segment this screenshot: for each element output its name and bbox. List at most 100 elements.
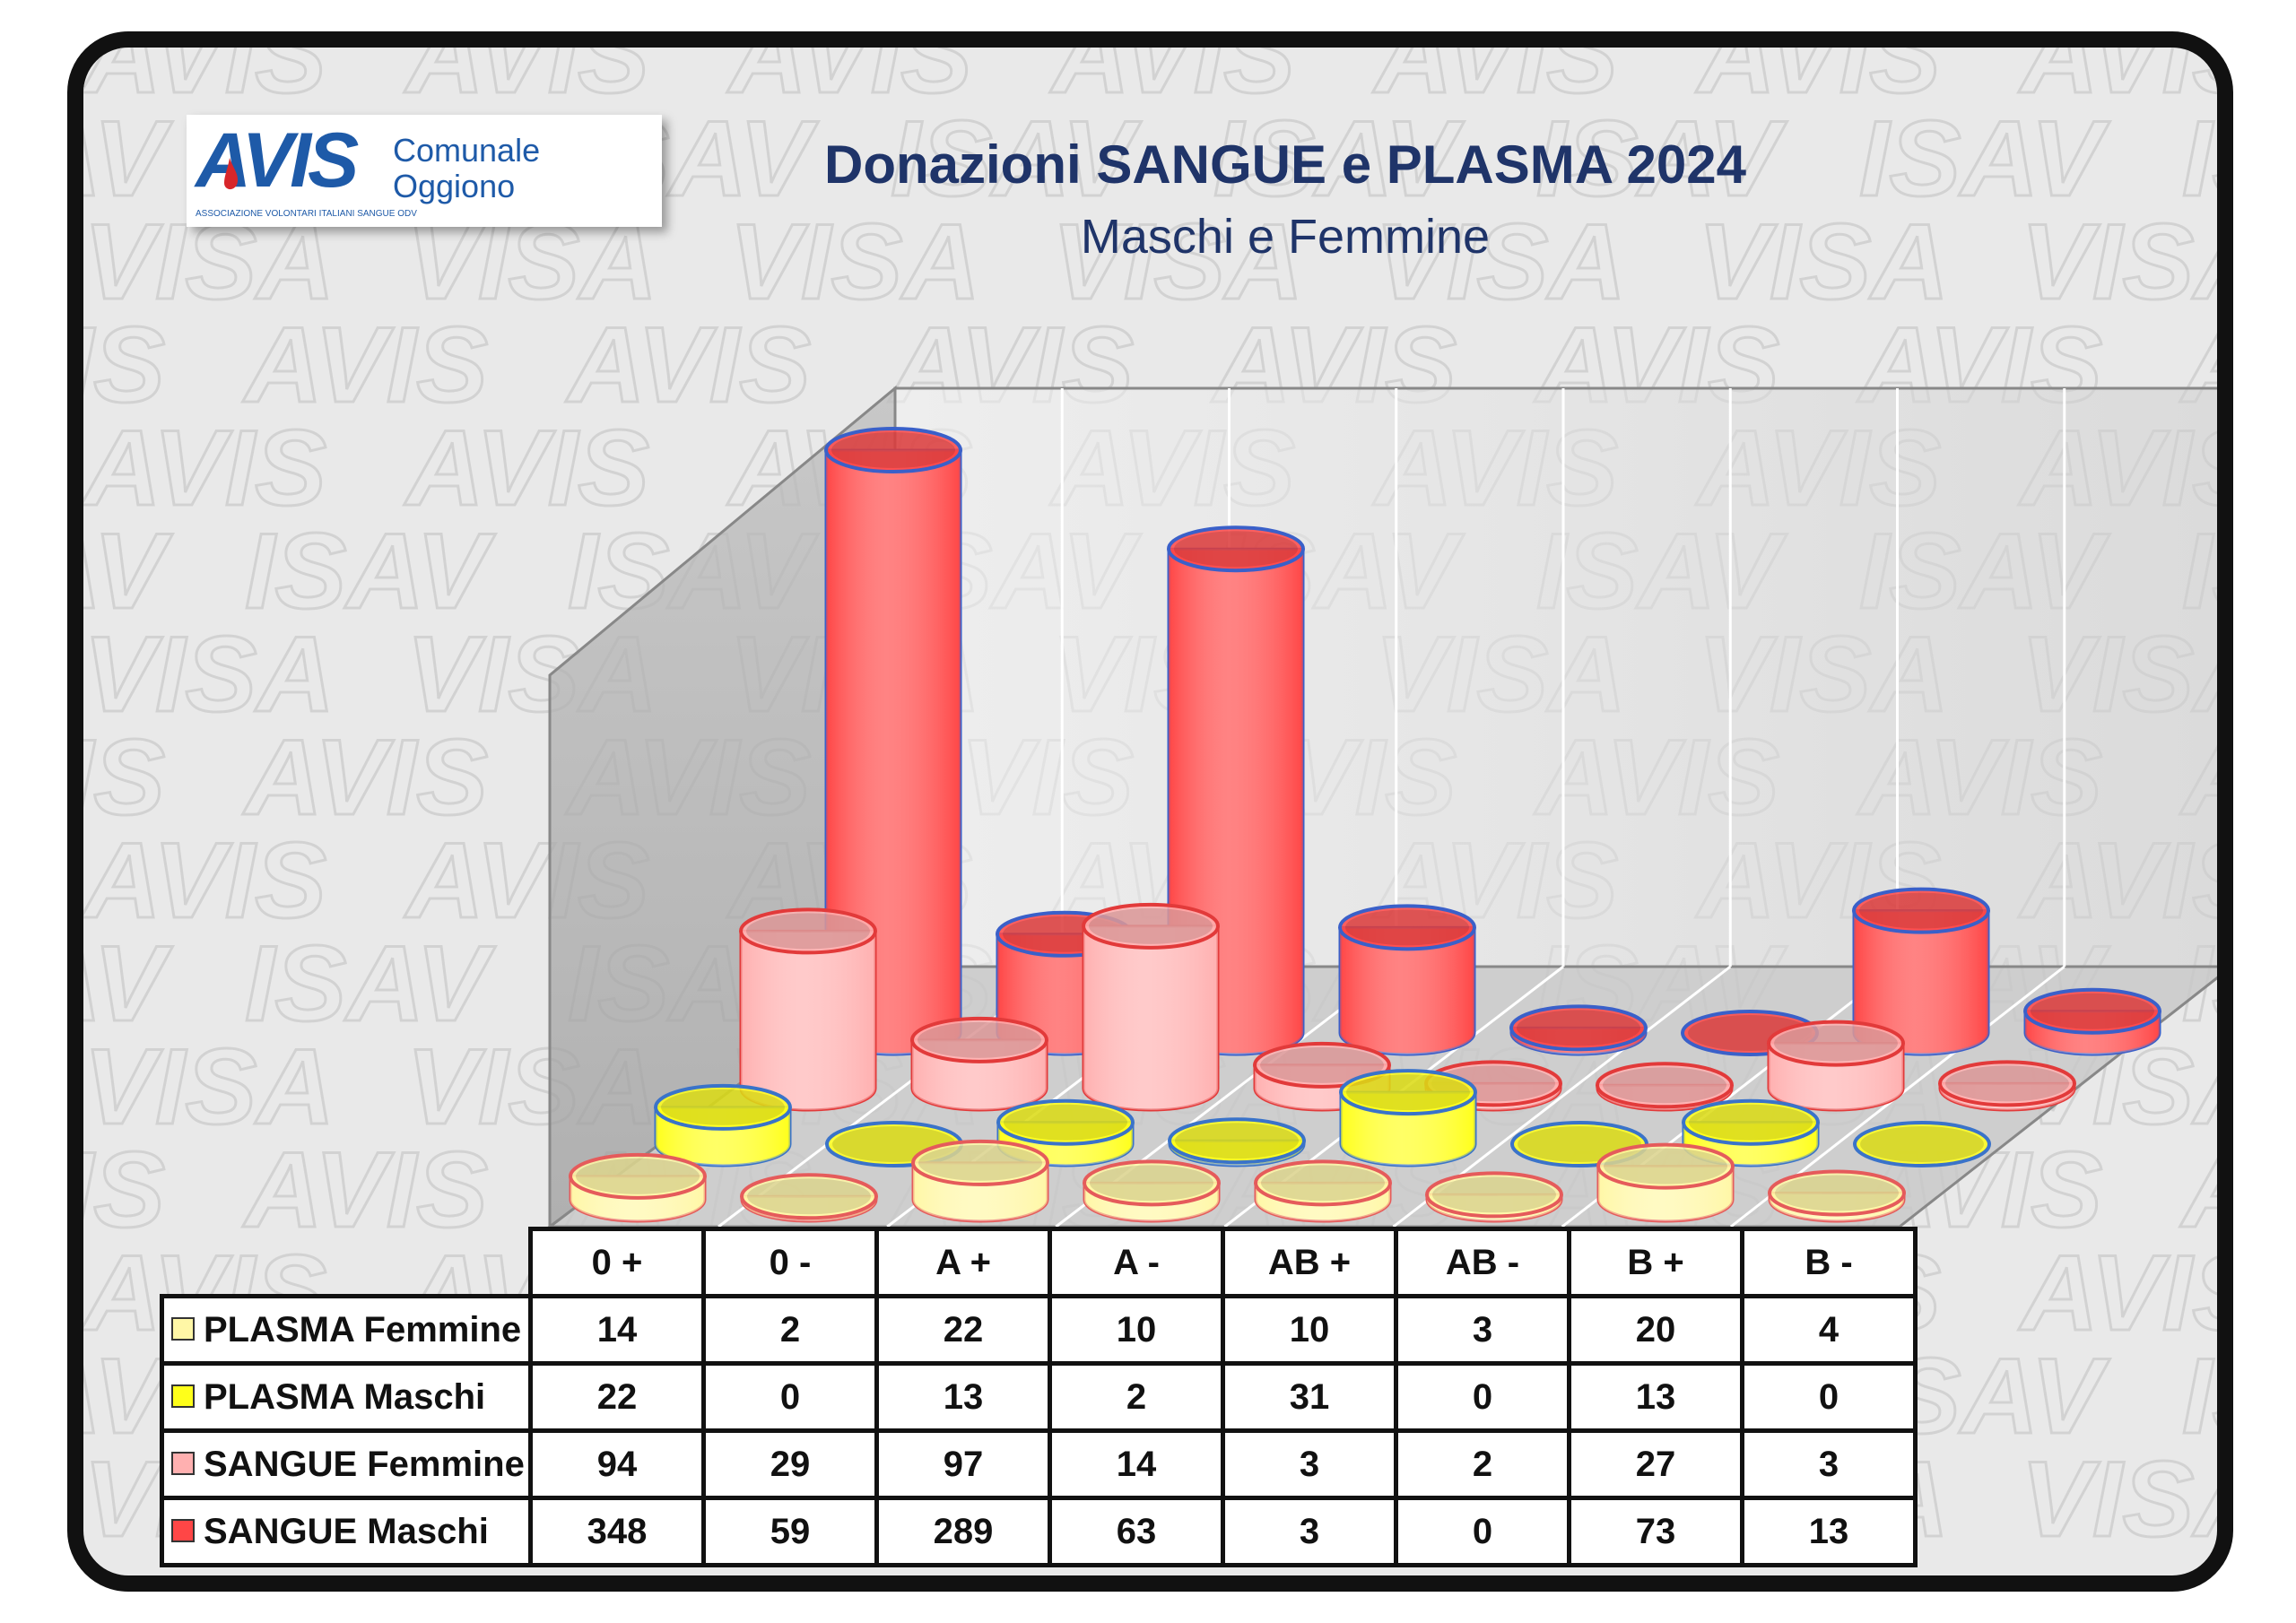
cylinder-top-shade	[1604, 1148, 1727, 1185]
watermark-text: ISAV	[2182, 1336, 2217, 1456]
cylinder-top	[2023, 987, 2161, 1035]
table-cell: 13	[1567, 1361, 1744, 1433]
cylinder-top-shade	[1089, 907, 1213, 944]
table-row: PLASMA Femmine 14 2 22 10 10 3 20 4	[160, 1294, 1918, 1366]
watermark-text: ISAV	[1536, 99, 1787, 219]
column-header: B -	[1740, 1227, 1918, 1298]
cylinder-top	[1852, 887, 1990, 934]
watermark-text: AVIS	[1372, 48, 1618, 116]
bar-plasma-femmine-Apos	[911, 1139, 1049, 1223]
column-header: 0 +	[528, 1227, 706, 1298]
table-cell: 13	[1740, 1496, 1918, 1567]
table-cell: 73	[1567, 1496, 1744, 1567]
column-header: 0 -	[701, 1227, 879, 1298]
watermark-text: AVIS	[83, 48, 326, 116]
cylinder-top-shade	[1689, 1104, 1813, 1141]
chart-subtitle: Maschi e Femmine	[1080, 210, 1491, 264]
cylinder-top-shade	[1517, 1010, 1640, 1046]
bar-sangue-femmine-Apos	[1082, 902, 1220, 1112]
table-cell: 0	[1394, 1361, 1571, 1433]
table-cell: 0	[701, 1361, 879, 1433]
chart-title: Donazioni SANGUE e PLASMA 2024	[824, 135, 1746, 195]
series-name: PLASMA Maschi	[204, 1376, 486, 1417]
bar-sangue-femmine-0neg	[910, 1016, 1048, 1112]
column-header: AB +	[1221, 1227, 1398, 1298]
table-cell: 4	[1740, 1294, 1918, 1366]
table-cell: 14	[528, 1294, 706, 1366]
cylinder-top	[1596, 1142, 1735, 1190]
column-header: A -	[1048, 1227, 1225, 1298]
bar-sangue-maschi-Bpos	[1852, 887, 1990, 1056]
watermark-text: ISAV	[245, 924, 496, 1044]
chart-3d-cylinders	[545, 385, 2217, 1230]
column-header: A +	[874, 1227, 1052, 1298]
cylinder-top-shade	[1345, 909, 1469, 946]
bar-plasma-maschi-Aneg	[1168, 1117, 1306, 1167]
legend-swatch	[171, 1316, 195, 1341]
watermark-text: VISA	[1052, 202, 1303, 322]
watermark-text: VISA	[83, 614, 335, 734]
cylinder-top	[1254, 1159, 1392, 1207]
watermark-text: ISAV	[1859, 99, 2110, 219]
table-cell: 27	[1567, 1428, 1744, 1500]
table-cell: 14	[1048, 1428, 1225, 1500]
cylinder-top-shade	[1774, 1025, 1898, 1062]
watermark-text: AVIS	[1049, 48, 1295, 116]
cylinder-top-shade	[1004, 1104, 1127, 1141]
cylinder-top-shade	[918, 1144, 1042, 1181]
watermark-text: ISAV	[245, 511, 496, 631]
table-cell: 3	[1221, 1496, 1398, 1567]
cylinder-top	[1167, 525, 1305, 573]
watermark-text: AVIS	[83, 305, 165, 425]
cylinder-top-shade	[747, 1178, 871, 1215]
watermark-text: VISA	[2021, 1439, 2217, 1559]
table-cell: 97	[874, 1428, 1052, 1500]
watermark-text: ISAV	[1213, 99, 1465, 219]
logo-tagline: ASSOCIAZIONE VOLONTARI ITALIANI SANGUE O…	[196, 209, 417, 219]
watermark-text: AVIS	[2018, 48, 2217, 116]
series-name: SANGUE Maschi	[204, 1511, 489, 1551]
bar-sangue-femmine-0pos	[739, 907, 877, 1112]
cylinder-top-shade	[1346, 1074, 1470, 1111]
legend-swatch	[171, 1451, 195, 1475]
cylinder-top	[1082, 902, 1220, 950]
cylinder-top	[1853, 1121, 1991, 1167]
cylinder-top-shade	[746, 913, 870, 950]
cylinder-top	[1682, 1098, 1820, 1146]
watermark-text: VISA	[729, 202, 980, 322]
table-cell: 3	[1740, 1428, 1918, 1500]
row-label: PLASMA Femmine	[160, 1294, 533, 1366]
cylinder-top-shade	[831, 432, 955, 468]
cylinder-top-shade	[1090, 1165, 1213, 1202]
cylinder-top-shade	[1775, 1175, 1899, 1211]
cylinder-top	[739, 907, 877, 955]
cylinder-top-shade	[1945, 1065, 2069, 1102]
cylinder-top	[740, 1173, 878, 1220]
watermark-text: VISA	[1375, 202, 1626, 322]
table-cell: 31	[1221, 1361, 1398, 1433]
bar-plasma-maschi-Bpos	[1682, 1098, 1820, 1167]
cylinder-top	[824, 427, 962, 473]
watermark-text: AVIS	[242, 1130, 488, 1250]
table-cell: 3	[1394, 1294, 1571, 1366]
cylinder-top	[1253, 1041, 1391, 1089]
cylinder-shine	[1854, 910, 1988, 1055]
watermark-text: AVIS	[1695, 48, 1941, 116]
logo-line2: Oggiono	[393, 168, 515, 204]
chart-bars	[569, 427, 2161, 1223]
cylinder-top-shade	[1603, 1067, 1726, 1104]
table-row: SANGUE Femmine 94 29 97 14 3 2 27 3	[160, 1428, 1918, 1500]
watermark-text: ISAV	[83, 99, 173, 219]
watermark-text: VISA	[1698, 202, 1949, 322]
table-cell: 22	[528, 1361, 706, 1433]
column-header: AB -	[1394, 1227, 1571, 1298]
column-header: B +	[1567, 1227, 1744, 1298]
cylinder-top	[654, 1083, 792, 1131]
cylinder-shine	[1340, 927, 1474, 1055]
table-cell: 289	[874, 1496, 1052, 1567]
watermark-text: VISA	[2021, 202, 2217, 322]
row-label: SANGUE Femmine	[160, 1428, 533, 1500]
cylinder-top	[911, 1139, 1049, 1186]
watermark-text: AVIS	[83, 1130, 165, 1250]
bar-plasma-femmine-Bpos	[1596, 1142, 1735, 1223]
